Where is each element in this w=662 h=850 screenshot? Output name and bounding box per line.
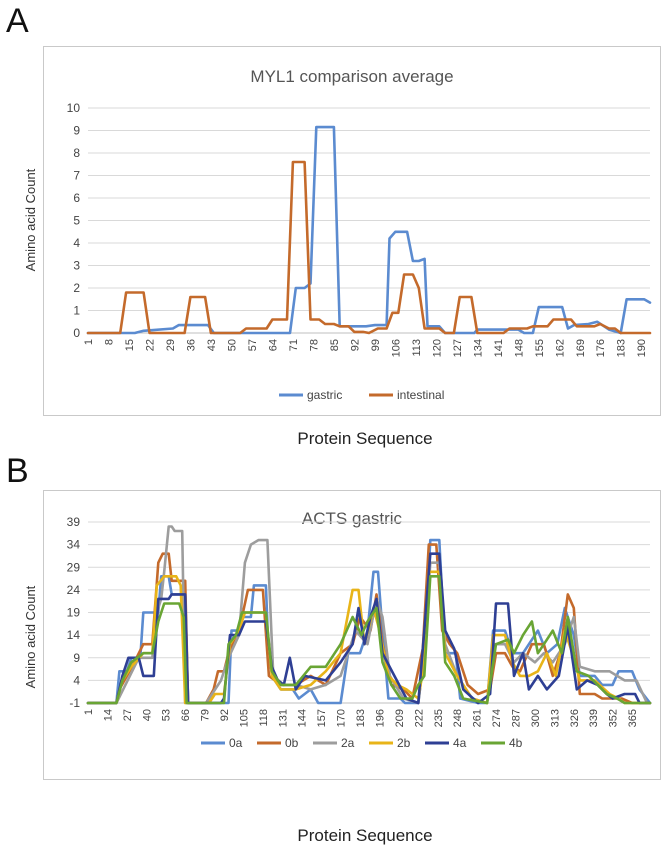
- chart-a: MYL1 comparison average Amino acid Count…: [23, 67, 652, 402]
- chart-a-xtick-label: 183: [616, 339, 628, 357]
- chart-b-ytick-label: 29: [67, 560, 81, 574]
- chart-a-ytick-label: 1: [73, 304, 80, 318]
- chart-b-legend-label: 0b: [285, 736, 299, 750]
- chart-a-ytick-label: 9: [73, 124, 80, 138]
- chart-a-xtick-label: 78: [308, 339, 320, 351]
- chart-b-xtick-label: 209: [394, 709, 406, 727]
- chart-b-legend-label: 0a: [229, 736, 243, 750]
- chart-b-xtick-label: 157: [316, 709, 328, 727]
- chart-b-xtick-label: 170: [336, 709, 348, 727]
- chart-a-xtick-label: 120: [431, 339, 443, 357]
- chart-b-ytick-label: 14: [67, 628, 81, 642]
- chart-a-ytick-label: 7: [73, 169, 80, 183]
- chart-b-outer-xlabel: Protein Sequence: [297, 826, 433, 845]
- chart-a-xtick-label: 15: [124, 339, 136, 351]
- chart-b-xtick-label: 53: [161, 709, 173, 721]
- chart-b-xtick-label: 79: [200, 709, 212, 721]
- chart-b-xtick-label: 66: [180, 709, 192, 721]
- chart-b-series-line-4a: [86, 552, 652, 705]
- chart-b-xtick-label: 365: [627, 709, 639, 727]
- chart-a-ytick-label: 3: [73, 259, 80, 273]
- chart-a-xtick-label: 148: [513, 339, 525, 357]
- chart-b-xtick-label: 326: [569, 709, 581, 727]
- panel-letter-a: A: [6, 2, 29, 40]
- chart-a-xtick-label: 92: [349, 339, 361, 351]
- chart-b-xtick-label: 222: [413, 709, 425, 727]
- chart-b-xtick-label: 313: [549, 709, 561, 727]
- chart-b-series-line-4b: [86, 574, 652, 705]
- chart-a-ytick-label: 10: [67, 101, 81, 115]
- chart-a-legend-label: gastric: [307, 388, 342, 402]
- chart-a-ylabel: Amino acid Count: [23, 168, 38, 271]
- chart-a-xtick-label: 85: [329, 339, 341, 351]
- chart-b-xtick-label: 183: [355, 709, 367, 727]
- chart-a-xtick-label: 99: [370, 339, 382, 351]
- chart-a-title: MYL1 comparison average: [250, 67, 453, 86]
- chart-a-xtick-label: 169: [575, 339, 587, 357]
- chart-b-ytick-label: -1: [69, 696, 80, 710]
- chart-b-xtick-label: 144: [297, 709, 309, 727]
- chart-b-legend-label: 4b: [509, 736, 523, 750]
- chart-b-xtick-label: 14: [102, 709, 114, 721]
- chart-b-ylabel: Amino acid Count: [23, 585, 38, 688]
- chart-a-xtick-label: 155: [534, 339, 546, 357]
- chart-b-xtick-label: 274: [491, 709, 503, 727]
- chart-a-xtick-label: 134: [472, 339, 484, 357]
- chart-a-ytick-label: 5: [73, 214, 80, 228]
- chart-b-ytick-label: 39: [67, 515, 81, 529]
- chart-a-xtick-label: 22: [144, 339, 156, 351]
- chart-a-xtick-label: 190: [636, 339, 648, 357]
- chart-a-xtick-label: 106: [390, 339, 402, 357]
- chart-b-xtick-label: 118: [258, 709, 270, 727]
- chart-b-title: ACTS gastric: [302, 509, 403, 528]
- chart-b-legend-label: 2b: [397, 736, 411, 750]
- chart-a-ytick-label: 8: [73, 146, 80, 160]
- chart-a-xtick-label: 8: [103, 339, 115, 345]
- chart-a-xtick-label: 36: [185, 339, 197, 351]
- chart-a-ytick-label: 2: [73, 281, 80, 295]
- chart-a-xtick-label: 43: [206, 339, 218, 351]
- chart-a-outer-xlabel: Protein Sequence: [297, 429, 433, 448]
- chart-a-ytick-label: 6: [73, 191, 80, 205]
- chart-b-xtick-label: 1: [83, 709, 95, 715]
- chart-a-xtick-label: 141: [493, 339, 505, 357]
- chart-a-xtick-label: 64: [267, 339, 279, 351]
- chart-b-ytick-label: 4: [73, 673, 80, 687]
- chart-a-xtick-label: 29: [165, 339, 177, 351]
- chart-b-ytick-label: 24: [67, 583, 81, 597]
- chart-b-xtick-label: 248: [452, 709, 464, 727]
- chart-a-xtick-label: 71: [288, 339, 300, 351]
- chart-b-xtick-label: 131: [277, 709, 289, 727]
- chart-b-xtick-label: 40: [141, 709, 153, 721]
- chart-b-xtick-label: 27: [122, 709, 134, 721]
- chart-b-legend-label: 4a: [453, 736, 467, 750]
- chart-b-xtick-label: 105: [238, 709, 250, 727]
- chart-a-xtick-label: 50: [226, 339, 238, 351]
- chart-a-xtick-label: 127: [452, 339, 464, 357]
- chart-a-series-line-intestinal: [86, 160, 652, 335]
- chart-b-xtick-label: 352: [608, 709, 620, 727]
- chart-a-xtick-label: 57: [247, 339, 259, 351]
- chart-b-ytick-label: 9: [73, 651, 80, 665]
- chart-b-xtick-label: 339: [588, 709, 600, 727]
- chart-a-xtick-label: 113: [411, 339, 423, 357]
- chart-b-ytick-label: 19: [67, 606, 81, 620]
- chart-b-xtick-label: 287: [510, 709, 522, 727]
- chart-a-xtick-label: 176: [595, 339, 607, 357]
- chart-a-xtick-label: 162: [554, 339, 566, 357]
- chart-b-xtick-label: 235: [433, 709, 445, 727]
- chart-b-legend-label: 2a: [341, 736, 355, 750]
- chart-b-xtick-label: 92: [219, 709, 231, 721]
- chart-a-xtick-label: 1: [83, 339, 95, 345]
- panel-letter-b: B: [6, 452, 29, 490]
- chart-a-ytick-label: 0: [73, 326, 80, 340]
- chart-a-legend-label: intestinal: [397, 388, 444, 402]
- chart-a-ytick-label: 4: [73, 236, 80, 250]
- chart-b-xtick-label: 261: [472, 709, 484, 727]
- chart-b-xtick-label: 196: [374, 709, 386, 727]
- chart-b-ytick-label: 34: [67, 538, 81, 552]
- chart-b-xtick-label: 300: [530, 709, 542, 727]
